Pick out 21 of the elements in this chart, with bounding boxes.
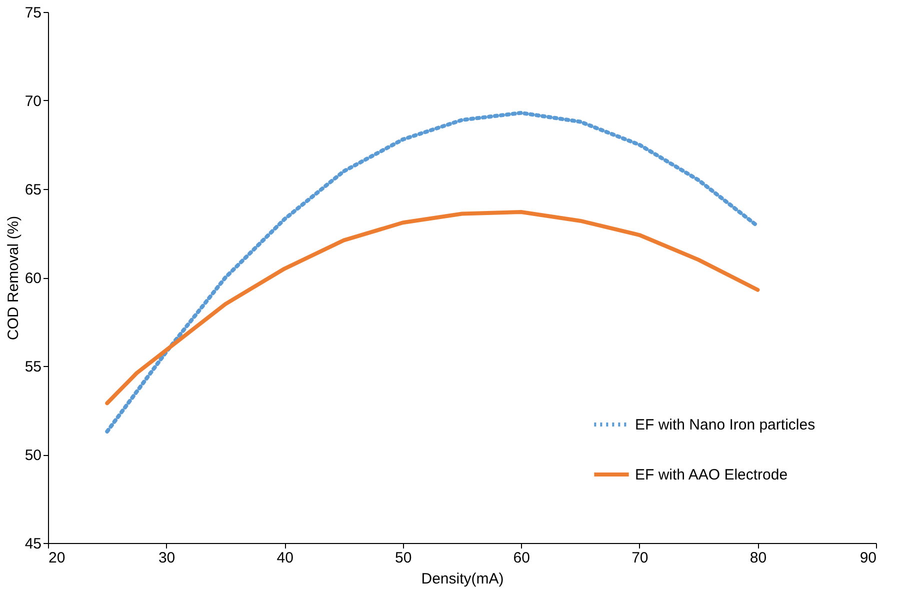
x-axis-title: Density(mA) (421, 570, 504, 588)
x-tick-label: 70 (632, 550, 648, 566)
line-series (105, 210, 760, 406)
x-tick-label: 80 (750, 550, 767, 566)
y-tick-label: 65 (24, 182, 42, 198)
x-tick-label: 60 (513, 550, 530, 566)
legend-label: EF with Nano Iron particles (635, 416, 816, 434)
y-tick-label: 60 (24, 270, 42, 287)
y-tick-label: 45 (24, 536, 42, 552)
legend-label: EF with AAO Electrode (635, 466, 788, 484)
x-tick-label: 40 (276, 550, 294, 566)
y-tick-label: 70 (24, 93, 42, 110)
y-axis-title: COD Removal (%) (4, 216, 22, 340)
x-tick-label: 50 (395, 550, 412, 566)
x-tick-label: 30 (158, 550, 176, 566)
x-tick-label: 20 (48, 550, 66, 566)
y-tick-label: 75 (24, 4, 42, 22)
x-tick-label: 90 (860, 550, 876, 566)
y-tick-label: 55 (24, 358, 42, 376)
y-tick-label: 50 (24, 447, 42, 464)
line-series (105, 110, 760, 434)
